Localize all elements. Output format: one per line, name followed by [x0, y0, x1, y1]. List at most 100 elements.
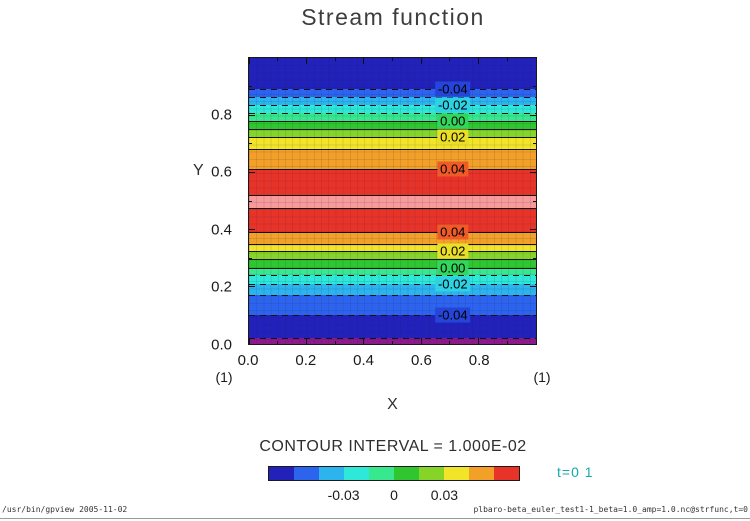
contour-label: 0.04: [437, 161, 469, 177]
contour-line-stroke: [249, 315, 536, 317]
contour-line-stroke: [249, 207, 536, 209]
y-tick-mark: [249, 314, 252, 316]
colorbar-segment: [444, 467, 469, 480]
contour-line-stroke: [249, 295, 536, 297]
tone-band: [249, 149, 536, 170]
y-tick-mark: [530, 114, 536, 116]
contour-line-stroke: [249, 88, 536, 90]
colorbar-label: 0: [390, 487, 398, 503]
tone-band: [249, 258, 536, 268]
contour-line-stroke: [249, 169, 536, 171]
y-tick-label: 0.2: [211, 278, 232, 296]
colorbar-tick-labels: -0.03 0 0.03: [268, 487, 520, 503]
y-tick-label: 0.6: [211, 163, 232, 181]
contour-line-stroke: [249, 284, 536, 286]
contour-label: 0.02: [437, 243, 469, 259]
tone-band: [249, 120, 536, 129]
y-tick-mark: [530, 286, 536, 288]
y-tick-mark: [533, 143, 536, 145]
contour-label: 0.04: [437, 224, 469, 240]
tone-band: [249, 315, 536, 339]
colorbar-segment: [394, 467, 419, 480]
x-tick-mark: [363, 58, 365, 64]
tone-band: [249, 295, 536, 316]
contour-line-stroke: [249, 275, 536, 277]
colorbar-segment: [494, 467, 519, 480]
y-tick-mark: [249, 257, 252, 259]
y-tick-mark: [533, 257, 536, 259]
x-tick-mark: [506, 58, 508, 61]
contour-label: 0.00: [437, 113, 469, 129]
y-tick-mark: [530, 171, 536, 173]
contour-line-stroke: [249, 195, 536, 197]
y-tick-mark: [530, 229, 536, 231]
contour-label: 0.00: [437, 260, 469, 276]
x-tick-mark: [478, 58, 480, 64]
colorbar-segment: [469, 467, 494, 480]
contour-line-stroke: [249, 338, 536, 340]
tone-band: [249, 250, 536, 259]
y-axis-title: Y: [193, 162, 204, 179]
contour-line-stroke: [249, 231, 536, 233]
y-tick-mark: [530, 343, 536, 344]
time-label: t=0 1: [557, 464, 594, 480]
tone-band: [249, 231, 536, 244]
bottom-rule: [0, 518, 750, 519]
x-tick-mark: [506, 341, 508, 344]
y-tick-mark: [249, 143, 252, 145]
x-tick-mark: [363, 338, 365, 344]
y-tick-label: 0.0: [211, 336, 232, 354]
colorbar-label: 0.03: [430, 487, 459, 503]
x-tick-labels: 0.0 0.2 0.4 0.6 0.8: [238, 352, 537, 370]
x-tick-mark: [420, 338, 422, 344]
y-tick-label: 0.4: [211, 221, 232, 239]
x-tick-label: 0.4: [353, 352, 375, 369]
y-tick-mark: [249, 343, 255, 344]
x-tick-mark: [277, 341, 279, 344]
plot-area: -0.04 -0.02 0.00 0.02 0.04 0.04 0.02 0.00 -0.02-…: [248, 57, 537, 345]
y-tick-mark: [533, 86, 536, 88]
tone-band: [249, 284, 536, 296]
y-tick-mark: [249, 86, 252, 88]
tone-band: [249, 267, 536, 276]
colorbar-segment: [269, 467, 294, 480]
y-tick-mark: [249, 171, 255, 173]
tone-band: [249, 58, 536, 89]
contour-line-stroke: [249, 104, 536, 106]
colorbar: [268, 466, 520, 481]
x-axis-title: X: [387, 396, 398, 413]
x-tick-mark: [249, 58, 250, 64]
colorbar-segment: [369, 467, 394, 480]
y-tick-mark: [249, 229, 255, 231]
contour-label: 0.02: [437, 129, 469, 145]
contour-line-stroke: [249, 129, 536, 130]
footer-command-text: /usr/bin/gpview 2005-11-02: [2, 505, 128, 514]
contour-label: -0.02: [434, 97, 471, 113]
x-axis-unit-left: (1): [215, 369, 233, 385]
colorbar-segment: [294, 467, 319, 480]
contour-line-stroke: [249, 137, 536, 139]
contour-label: -0.04: [434, 81, 471, 97]
x-tick-mark: [449, 58, 451, 61]
contour-label: -0.02: [434, 276, 471, 292]
contour-line-stroke: [249, 267, 536, 269]
tone-band: [249, 96, 536, 105]
colorbar-segment: [419, 467, 444, 480]
tone-band: [249, 88, 536, 97]
tone-band: [249, 275, 536, 285]
contour-line-stroke: [249, 243, 536, 245]
tone-band: [249, 129, 536, 138]
x-tick-mark: [392, 341, 393, 344]
x-tick-mark: [420, 58, 422, 64]
colorbar-label: -0.03: [327, 487, 360, 503]
y-tick-label: 0.8: [211, 106, 232, 124]
contour-interval-label: CONTOUR INTERVAL = 1.000E-02: [259, 438, 527, 455]
page-title: Stream function: [301, 4, 485, 30]
contour-line-stroke: [249, 258, 536, 260]
y-tick-mark: [249, 114, 255, 116]
x-tick-mark: [392, 58, 393, 61]
x-tick-mark: [249, 338, 250, 344]
x-axis-unit-right: (1): [533, 369, 551, 385]
y-tick-mark: [533, 314, 536, 316]
